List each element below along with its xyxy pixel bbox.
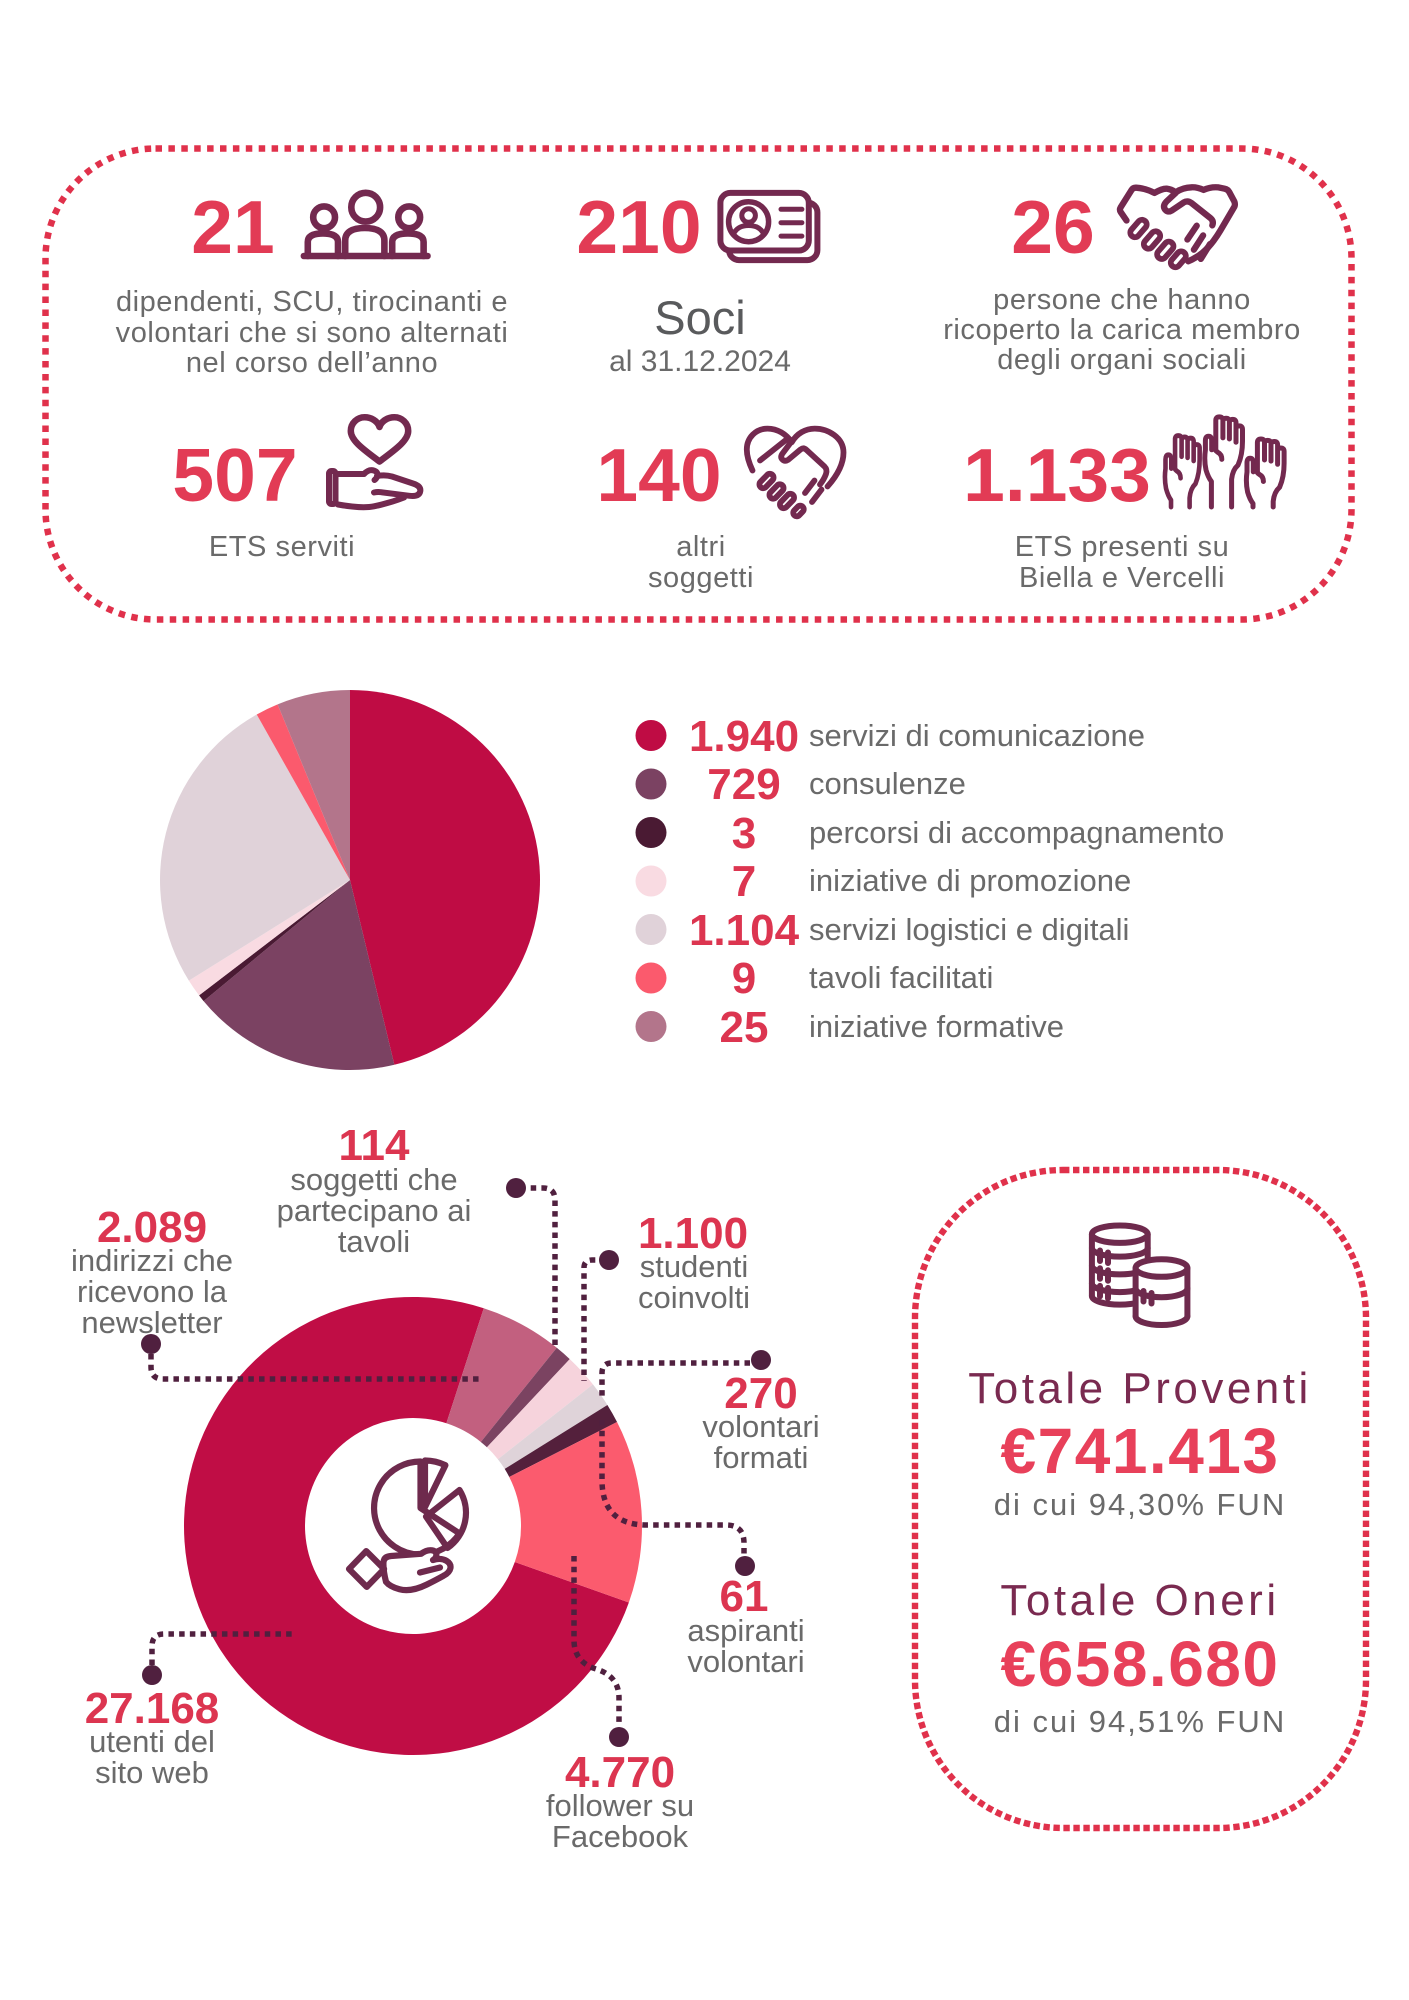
- svg-text:aspiranti: aspiranti: [687, 1613, 804, 1648]
- svg-text:altri: altri: [676, 531, 725, 563]
- svg-text:nel corso dell’anno: nel corso dell’anno: [186, 347, 438, 379]
- svg-text:volontari che si sono alternat: volontari che si sono alternati: [116, 317, 509, 349]
- svg-text:soggetti che: soggetti che: [290, 1162, 457, 1197]
- svg-text:volontari: volontari: [687, 1644, 804, 1679]
- svg-text:140: 140: [596, 433, 721, 517]
- svg-text:Soci: Soci: [654, 291, 745, 344]
- svg-text:Totale Oneri: Totale Oneri: [1000, 1576, 1279, 1625]
- svg-text:follower su: follower su: [546, 1788, 694, 1823]
- svg-text:di cui 94,51% FUN: di cui 94,51% FUN: [994, 1704, 1286, 1739]
- svg-text:€741.413: €741.413: [1001, 1415, 1280, 1487]
- svg-text:ricoperto la carica membro: ricoperto la carica membro: [943, 314, 1301, 346]
- svg-text:servizi di comunicazione: servizi di comunicazione: [809, 718, 1145, 753]
- svg-text:507: 507: [172, 433, 297, 517]
- svg-text:di cui 94,30% FUN: di cui 94,30% FUN: [994, 1487, 1286, 1522]
- svg-text:iniziative di promozione: iniziative di promozione: [809, 863, 1131, 898]
- svg-text:persone che hanno: persone che hanno: [993, 284, 1251, 316]
- svg-text:dipendenti, SCU, tirocinanti e: dipendenti, SCU, tirocinanti e: [116, 286, 508, 318]
- svg-text:servizi logistici e digitali: servizi logistici e digitali: [809, 912, 1129, 947]
- svg-text:26: 26: [1011, 185, 1094, 269]
- svg-text:utenti del: utenti del: [89, 1724, 215, 1759]
- svg-text:114: 114: [339, 1121, 411, 1170]
- svg-text:sito web: sito web: [95, 1755, 209, 1790]
- svg-text:1.940: 1.940: [689, 712, 799, 761]
- svg-text:iniziative formative: iniziative formative: [809, 1009, 1064, 1044]
- svg-text:indirizzi che: indirizzi che: [71, 1243, 233, 1278]
- svg-text:tavoli facilitati: tavoli facilitati: [809, 960, 993, 995]
- svg-text:coinvolti: coinvolti: [638, 1280, 750, 1315]
- svg-text:partecipano ai: partecipano ai: [277, 1193, 472, 1228]
- svg-text:Biella e Vercelli: Biella e Vercelli: [1019, 562, 1225, 594]
- svg-text:729: 729: [707, 760, 780, 809]
- svg-text:2.089: 2.089: [97, 1203, 207, 1252]
- svg-text:ricevono la: ricevono la: [77, 1274, 228, 1309]
- svg-text:newsletter: newsletter: [81, 1305, 222, 1340]
- svg-text:1.104: 1.104: [689, 906, 800, 955]
- svg-text:formati: formati: [714, 1440, 809, 1475]
- svg-text:degli organi sociali: degli organi sociali: [997, 344, 1247, 376]
- svg-text:Totale Proventi: Totale Proventi: [968, 1364, 1312, 1413]
- svg-text:al 31.12.2024: al 31.12.2024: [609, 345, 791, 378]
- svg-text:1.100: 1.100: [638, 1209, 748, 1258]
- svg-text:1.133: 1.133: [963, 433, 1151, 517]
- svg-text:percorsi di accompagnamento: percorsi di accompagnamento: [809, 815, 1224, 850]
- svg-text:soggetti: soggetti: [648, 562, 754, 594]
- svg-text:volontari: volontari: [702, 1409, 819, 1444]
- svg-text:210: 210: [576, 185, 701, 269]
- svg-text:3: 3: [732, 809, 756, 858]
- svg-text:4.770: 4.770: [565, 1748, 675, 1797]
- svg-text:7: 7: [732, 857, 756, 906]
- svg-text:consulenze: consulenze: [809, 766, 966, 801]
- svg-text:27.168: 27.168: [85, 1684, 220, 1733]
- svg-text:tavoli: tavoli: [338, 1224, 410, 1259]
- svg-text:61: 61: [720, 1572, 769, 1621]
- svg-text:25: 25: [720, 1003, 769, 1052]
- svg-text:9: 9: [732, 954, 756, 1003]
- svg-text:Facebook: Facebook: [552, 1819, 689, 1854]
- svg-text:studenti: studenti: [640, 1249, 749, 1284]
- svg-text:21: 21: [191, 185, 274, 269]
- svg-text:ETS serviti: ETS serviti: [209, 531, 355, 563]
- svg-text:€658.680: €658.680: [1001, 1628, 1280, 1700]
- svg-text:270: 270: [724, 1369, 797, 1418]
- svg-text:ETS presenti su: ETS presenti su: [1015, 531, 1230, 563]
